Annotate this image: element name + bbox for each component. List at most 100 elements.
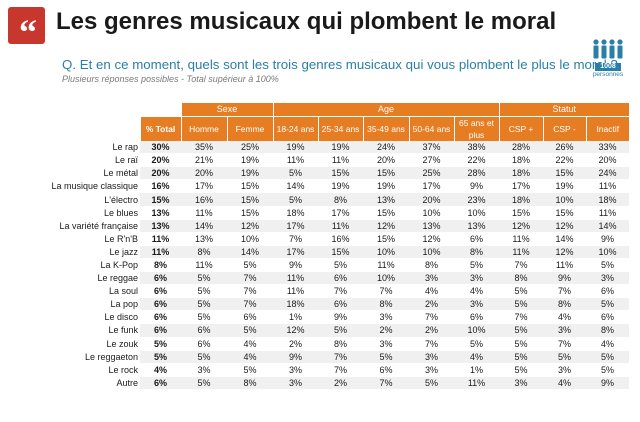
table-body: Le rap 30% 35% 25% 19% 19% 24% 37% 38% 28% 26% 33% L… xyxy=(8,140,630,390)
total-cell: 11% xyxy=(140,245,181,259)
row-label: L'électro xyxy=(8,192,140,207)
value-cell: 3% xyxy=(273,376,319,390)
value-cell: 11% xyxy=(318,219,364,233)
value-cell: 9% xyxy=(543,271,587,286)
value-cell: 5% xyxy=(318,323,364,338)
survey-question: Q. Et en ce moment, quels sont les trois… xyxy=(62,57,618,72)
value-cell: 5% xyxy=(409,376,455,390)
value-cell: 9% xyxy=(586,232,630,246)
table-row: Le reggaeton 5% 5% 4% 9% 7% 5% 3% 4% 5% 5% 5% xyxy=(8,350,630,364)
total-cell: 13% xyxy=(140,219,181,233)
column-header: 18-24 ans xyxy=(272,115,319,141)
value-cell: 14% xyxy=(543,232,587,246)
value-cell: 5% xyxy=(454,258,500,273)
value-cell: 3% xyxy=(363,337,410,351)
value-cell: 11% xyxy=(454,376,500,390)
value-cell: 14% xyxy=(227,245,274,259)
value-cell: 5% xyxy=(181,297,227,312)
value-cell: 12% xyxy=(543,245,587,259)
value-cell: 18% xyxy=(586,192,630,207)
value-cell: 3% xyxy=(181,363,227,377)
value-cell: 1% xyxy=(454,363,500,377)
row-label: La soul xyxy=(8,284,140,299)
value-cell: 13% xyxy=(181,232,227,246)
value-cell: 19% xyxy=(227,166,274,181)
value-cell: 12% xyxy=(227,219,274,233)
value-cell: 2% xyxy=(409,323,455,338)
total-cell: 6% xyxy=(140,297,181,312)
value-cell: 37% xyxy=(409,140,455,155)
column-header: Inactif xyxy=(585,115,630,141)
value-cell: 3% xyxy=(499,376,544,390)
value-cell: 5% xyxy=(586,258,630,273)
value-cell: 17% xyxy=(318,206,364,220)
value-cell: 10% xyxy=(543,192,587,207)
value-cell: 15% xyxy=(227,206,274,220)
value-cell: 5% xyxy=(181,376,227,390)
table-row: L'électro 15% 16% 15% 5% 8% 13% 20% 23% 18% 10% 18% xyxy=(8,192,630,207)
table-row: Le reggae 6% 5% 7% 11% 6% 10% 3% 3% 8% 9% 3% xyxy=(8,271,630,286)
value-cell: 33% xyxy=(586,140,630,155)
column-header: Homme xyxy=(180,115,227,141)
value-cell: 8% xyxy=(586,323,630,338)
value-cell: 19% xyxy=(273,140,319,155)
value-cell: 7% xyxy=(227,271,274,286)
results-table: Sexe Age Statut % Total Homme Femme 18-2… xyxy=(8,103,630,390)
table-row: Le jazz 11% 8% 14% 17% 15% 10% 10% 8% 11% 12% 10% xyxy=(8,245,630,259)
table-row: Le métal 20% 20% 19% 5% 15% 15% 25% 28% 18% 15% 24% xyxy=(8,166,630,181)
row-label: La musique classique xyxy=(8,179,140,194)
value-cell: 10% xyxy=(586,245,630,259)
value-cell: 7% xyxy=(409,337,455,351)
table-row: Le disco 6% 5% 6% 1% 9% 3% 7% 6% 7% 4% 6% xyxy=(8,310,630,325)
value-cell: 7% xyxy=(318,350,364,364)
row-label: Le métal xyxy=(8,166,140,181)
value-cell: 9% xyxy=(586,376,630,390)
value-cell: 27% xyxy=(409,153,455,168)
total-cell: 5% xyxy=(140,350,181,364)
value-cell: 24% xyxy=(586,166,630,181)
value-cell: 18% xyxy=(273,206,319,220)
total-cell: 6% xyxy=(140,271,181,286)
table-row: Le rap 30% 35% 25% 19% 19% 24% 37% 38% 28% 26% 33% xyxy=(8,140,630,155)
value-cell: 2% xyxy=(363,323,410,338)
value-cell: 5% xyxy=(499,337,544,351)
value-cell: 11% xyxy=(181,206,227,220)
value-cell: 14% xyxy=(586,219,630,233)
value-cell: 5% xyxy=(227,258,274,273)
value-cell: 10% xyxy=(409,206,455,220)
value-cell: 28% xyxy=(499,140,544,155)
value-cell: 12% xyxy=(543,219,587,233)
column-header: Femme xyxy=(226,115,274,141)
value-cell: 15% xyxy=(363,232,410,246)
value-cell: 10% xyxy=(454,323,500,338)
value-cell: 2% xyxy=(318,376,364,390)
value-cell: 16% xyxy=(318,232,364,246)
value-cell: 10% xyxy=(454,206,500,220)
value-cell: 12% xyxy=(409,232,455,246)
value-cell: 19% xyxy=(318,140,364,155)
column-header: CSP + xyxy=(498,115,544,141)
value-cell: 15% xyxy=(227,179,274,194)
value-cell: 7% xyxy=(318,363,364,377)
value-cell: 11% xyxy=(273,153,319,168)
value-cell: 5% xyxy=(543,350,587,364)
total-cell: 16% xyxy=(140,179,181,194)
value-cell: 5% xyxy=(454,337,500,351)
value-cell: 3% xyxy=(409,271,455,286)
total-cell: 4% xyxy=(140,363,181,377)
value-cell: 7% xyxy=(273,232,319,246)
value-cell: 2% xyxy=(273,337,319,351)
value-cell: 18% xyxy=(499,192,544,207)
value-cell: 15% xyxy=(227,192,274,207)
value-cell: 6% xyxy=(586,284,630,299)
row-label: Le zouk xyxy=(8,337,140,351)
value-cell: 17% xyxy=(181,179,227,194)
value-cell: 13% xyxy=(454,219,500,233)
value-cell: 7% xyxy=(227,284,274,299)
column-header: 65 ans et plus xyxy=(453,115,500,141)
value-cell: 7% xyxy=(318,284,364,299)
value-cell: 5% xyxy=(363,350,410,364)
value-cell: 19% xyxy=(363,179,410,194)
value-cell: 8% xyxy=(181,245,227,259)
total-cell: 11% xyxy=(140,232,181,246)
